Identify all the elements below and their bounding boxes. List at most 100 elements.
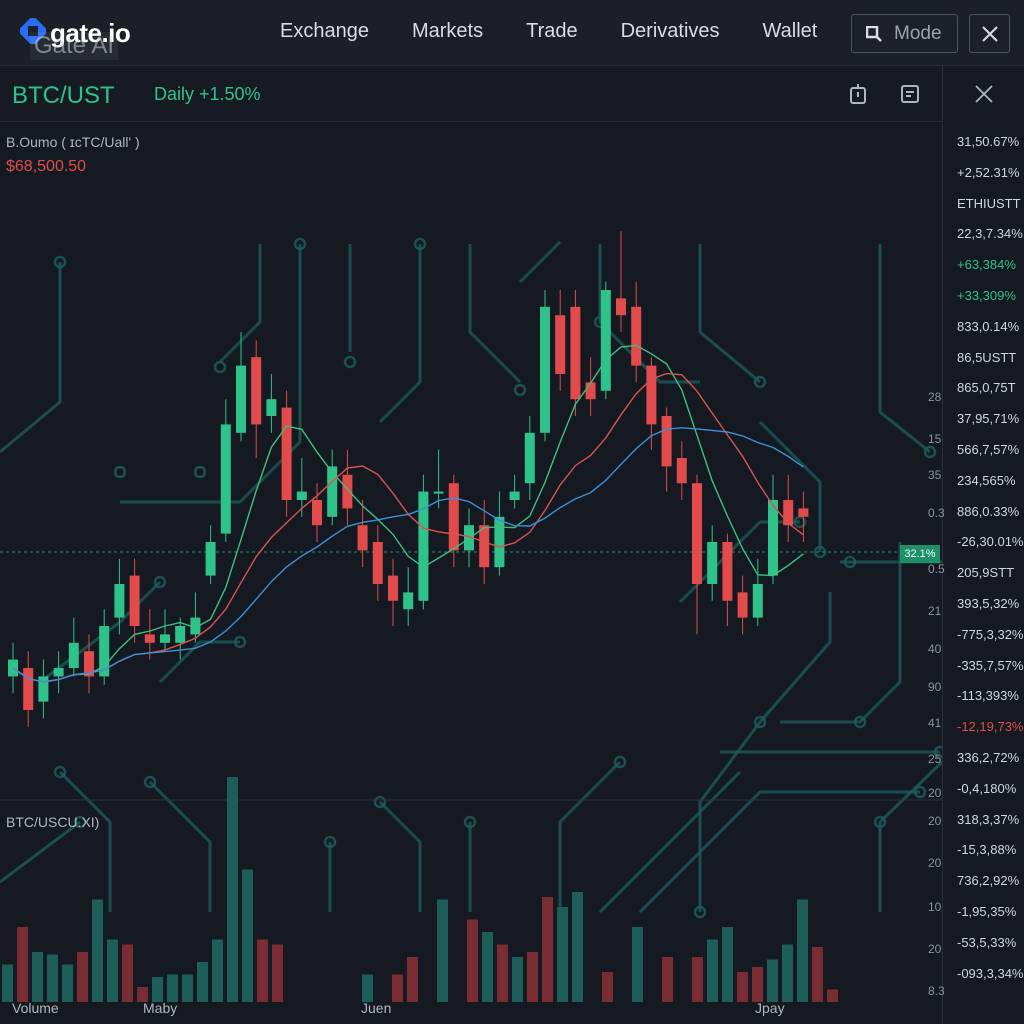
circuit-node	[613, 755, 627, 769]
price-column-row[interactable]: -113,393%	[957, 688, 1019, 704]
nav-wallet[interactable]: Wallet	[762, 20, 818, 42]
candle-body	[220, 424, 231, 534]
mode-search-button[interactable]: Mode	[851, 14, 958, 53]
pair-title[interactable]: BTC/UST	[12, 82, 115, 109]
price-column-row[interactable]: 86,5USTT	[957, 349, 1017, 365]
nav-exchange[interactable]: Exchange	[280, 20, 369, 42]
price-column-row[interactable]: +33,309%	[957, 288, 1016, 303]
notes-icon[interactable]	[898, 82, 922, 106]
candle-body	[433, 491, 444, 494]
volume-bar	[47, 954, 58, 1002]
candle-body	[342, 474, 353, 509]
candle-body	[555, 315, 566, 374]
price-column-row[interactable]: -26,30.01%	[957, 534, 1024, 550]
price-column-row[interactable]: 566,7,57%	[957, 442, 1020, 457]
price-column-row[interactable]: -53,5,33%	[957, 934, 1017, 950]
price-column-row[interactable]: 205,9STT	[957, 565, 1015, 581]
circuit-node	[413, 237, 427, 251]
candle-body	[190, 617, 201, 635]
circuit-node	[933, 745, 942, 759]
axis-number: 41	[928, 716, 942, 730]
volume-bar	[572, 892, 583, 1002]
close-icon	[981, 25, 998, 42]
price-column-row[interactable]: -0,4,180%	[957, 780, 1017, 796]
gate-logo[interactable]: gate.io Gate AI	[18, 14, 144, 66]
price-column-row[interactable]: 31,50.67%	[957, 134, 1020, 149]
circuit-node	[513, 383, 527, 397]
candle-body	[722, 542, 733, 601]
circuit-trace	[148, 780, 212, 912]
price-column-row[interactable]: 336,2,72%	[957, 750, 1020, 765]
circuit-trace	[378, 800, 422, 912]
price-column-row[interactable]: -335,7,57%	[957, 657, 1024, 673]
circuit-trace	[0, 820, 81, 884]
candle-body	[388, 575, 398, 601]
candle-body	[540, 306, 550, 433]
circuit-trace	[878, 244, 931, 454]
price-column-row[interactable]: 393,5,32%	[957, 596, 1020, 611]
price-column-row[interactable]: -093,3,34%	[957, 965, 1024, 981]
volume-bar	[467, 919, 478, 1002]
price-column-row[interactable]: 22,3,7.34%	[957, 226, 1023, 242]
price-chart[interactable]	[0, 122, 942, 1024]
price-column-row[interactable]: +2,52.31%	[957, 164, 1020, 180]
volume-bar	[497, 944, 508, 1002]
price-column-row[interactable]: 833,0.14%	[957, 318, 1020, 334]
circuit-node	[913, 785, 927, 799]
circuit-node	[113, 465, 127, 479]
circuit-node	[923, 445, 937, 459]
price-column-row[interactable]: -15,3,88%	[957, 842, 1017, 858]
candle-body	[129, 575, 140, 626]
x-axis-label-3: Jpay	[755, 1000, 785, 1016]
volume-bar	[797, 899, 808, 1002]
volume-bar	[437, 899, 448, 1002]
volume-bar	[122, 944, 133, 1002]
volume-bar	[212, 939, 223, 1002]
volume-bar	[527, 952, 538, 1002]
price-column-row[interactable]: 234,565%	[957, 472, 1016, 488]
nav-derivatives[interactable]: Derivatives	[620, 20, 720, 42]
volume-bar	[62, 964, 73, 1002]
nav-trade[interactable]: Trade	[526, 20, 578, 42]
price-column-row[interactable]: -1,95,35%	[957, 904, 1017, 919]
circuit-node	[193, 465, 207, 479]
candle-body	[281, 407, 292, 500]
candle-body	[585, 382, 596, 400]
close-button[interactable]	[969, 14, 1010, 53]
price-column-row[interactable]: 736,2,92%	[957, 873, 1020, 889]
price-column-row[interactable]: -775,3,32%	[957, 626, 1024, 642]
price-column-row[interactable]: 37,95,71%	[957, 411, 1020, 427]
panel-close-button[interactable]	[942, 66, 1024, 122]
timer-icon[interactable]	[846, 82, 870, 106]
candle-body	[783, 500, 794, 526]
candle-body	[509, 491, 520, 500]
circuit-node	[213, 360, 227, 374]
volume-bar	[272, 944, 283, 1002]
price-column-row[interactable]: -12,19,73%	[957, 719, 1024, 735]
volume-bar	[767, 959, 778, 1002]
volume-bar	[92, 899, 103, 1002]
price-column-row[interactable]: 886,0.33%	[957, 503, 1020, 519]
price-tag: 32.1%	[900, 545, 940, 563]
logo-subtitle: Gate AI	[30, 32, 119, 60]
circuit-trace	[638, 790, 920, 914]
circuit-node	[873, 815, 887, 829]
price-column-row[interactable]: ETHIUSTT	[957, 195, 1021, 211]
volume-bar	[512, 957, 523, 1002]
gate-logo-icon	[20, 18, 46, 44]
price-column-row[interactable]: 865,0,75T	[957, 380, 1016, 396]
volume-bar	[257, 939, 268, 1002]
price-column-row[interactable]: 318,3,37%	[957, 811, 1020, 827]
circuit-trace	[158, 640, 240, 684]
candle-body	[68, 642, 79, 668]
candle-body	[646, 365, 657, 425]
volume-bar	[107, 939, 118, 1002]
circuit-trace	[378, 244, 422, 424]
price-column-row[interactable]: +63,384%	[957, 257, 1016, 273]
candle-body	[752, 584, 763, 618]
nav-markets[interactable]: Markets	[411, 20, 484, 42]
candle-body	[707, 542, 718, 584]
circuit-node	[343, 355, 357, 369]
circuit-node	[323, 835, 337, 849]
volume-bar	[722, 927, 733, 1002]
